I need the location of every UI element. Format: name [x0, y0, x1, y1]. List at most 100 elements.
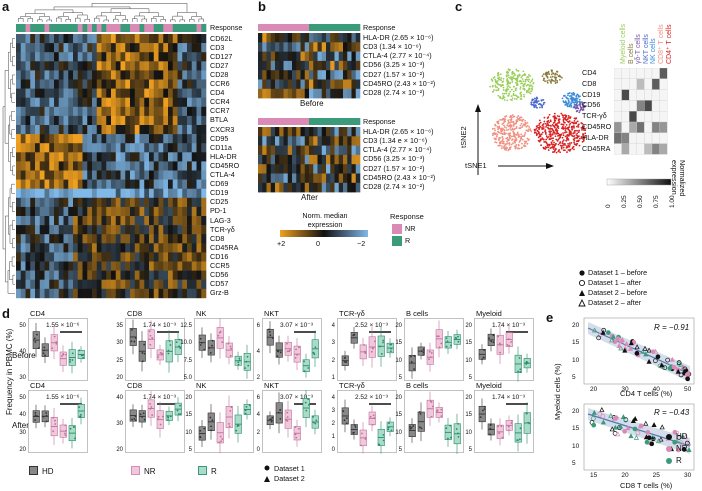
- e-point: [597, 411, 603, 417]
- c-tsne-point: [570, 104, 573, 107]
- a-heat-cell: [101, 234, 107, 244]
- e-point: [610, 333, 616, 339]
- d-point: [497, 425, 499, 428]
- d-point: [488, 337, 490, 340]
- a-heat-cell: [58, 106, 64, 117]
- a-heat-cell: [77, 261, 83, 271]
- d-point: [457, 340, 460, 343]
- b-heat-cell: [270, 60, 276, 71]
- b-response-cell: [300, 24, 306, 31]
- d-point: [78, 406, 81, 409]
- d-ytick: 30: [19, 375, 26, 381]
- a-heat-cell: [201, 188, 207, 199]
- c-tsne-point: [552, 79, 555, 82]
- a-heat-cell: [149, 170, 155, 180]
- c-tsne-point: [544, 133, 547, 135]
- b-heat-cell: [321, 173, 327, 184]
- d-ytick: 10: [465, 357, 472, 364]
- c-tsne-point: [560, 127, 563, 130]
- a-heat-cell: [49, 270, 55, 280]
- a-response-cell: [58, 24, 64, 32]
- a-heat-cell: [39, 216, 45, 226]
- b-heat-cell: [343, 145, 348, 156]
- a-dendro-branch: [110, 8, 150, 13]
- a-heat-cell: [63, 170, 69, 180]
- a-heat-cell: [25, 225, 31, 235]
- a-response-cell: [191, 24, 197, 32]
- a-row-label: CCR6: [210, 79, 230, 88]
- c-heat-cell: [651, 78, 660, 90]
- a-heat-cell: [58, 52, 64, 62]
- a-heat-cell: [20, 79, 26, 89]
- d-point: [151, 414, 154, 417]
- b-heat-cell: [262, 154, 267, 165]
- a-heat-cell: [191, 106, 197, 117]
- c-tsne-point: [540, 99, 543, 102]
- a-heat-cell: [182, 170, 188, 180]
- c-tsne-point: [539, 139, 542, 142]
- b-heat-cell: [317, 33, 323, 43]
- d-point: [272, 337, 274, 340]
- b-response-cell: [355, 118, 361, 125]
- b-heat-cell: [262, 173, 267, 184]
- d-ytick: 2: [256, 429, 260, 436]
- c-tsne-point: [565, 102, 568, 105]
- e-point: [649, 441, 655, 447]
- a-heat-cell: [82, 252, 88, 262]
- a-heat-cell: [196, 161, 202, 171]
- a-heat-cell: [54, 288, 60, 299]
- a-heat-cell: [125, 70, 131, 80]
- a-heat-cell: [144, 279, 150, 290]
- a-heat-cell: [39, 188, 45, 199]
- a-heat-cell: [30, 261, 36, 271]
- c-heat-cell: [659, 143, 668, 155]
- a-heat-cell: [68, 52, 74, 62]
- e-point: [600, 413, 606, 419]
- d-point: [314, 422, 317, 425]
- a-heat-cell: [172, 43, 178, 53]
- d-point: [157, 415, 160, 418]
- a-heat-cell: [16, 125, 22, 135]
- d-point: [296, 354, 299, 356]
- d-pvalue: 3.07 × 10⁻³: [280, 394, 313, 401]
- a-heat-cell: [35, 261, 41, 271]
- b-heat-cell: [355, 42, 361, 52]
- c-tsne-point: [543, 116, 546, 119]
- a-heat-cell: [25, 43, 31, 53]
- d-point: [457, 335, 459, 338]
- c-tsne-point: [553, 115, 556, 118]
- b-heat-cell: [283, 79, 289, 90]
- c-tsne-point: [527, 75, 529, 78]
- c-tsne-point: [575, 103, 578, 105]
- a-heat-cell: [120, 34, 126, 44]
- c-tsne-point: [496, 79, 499, 82]
- a-heat-cell: [168, 252, 174, 262]
- c-tsne-point: [520, 122, 523, 125]
- d-point: [294, 433, 297, 436]
- c-tsne-point: [516, 74, 519, 77]
- b-heat-cell: [326, 70, 331, 80]
- b-before-title: Before: [300, 99, 324, 108]
- a-heat-cell: [139, 234, 145, 244]
- d-point: [131, 328, 133, 331]
- d-dataset-2: Dataset 2: [274, 474, 305, 483]
- d-point: [134, 419, 137, 422]
- d-row-after: After: [12, 421, 29, 430]
- a-heat-cell: [201, 79, 207, 89]
- d-point: [151, 337, 154, 339]
- b-response-cell: [292, 118, 297, 125]
- a-heat-cell: [134, 216, 140, 226]
- a-heat-cell: [25, 270, 31, 280]
- a-heat-cell: [187, 52, 193, 62]
- a-heatmap: [16, 34, 207, 299]
- a-heat-cell: [44, 270, 50, 280]
- d-point: [379, 345, 381, 348]
- a-heat-cell: [54, 134, 60, 144]
- d-point: [345, 417, 348, 420]
- d-point: [303, 360, 306, 363]
- c-heat-cell: [651, 132, 660, 144]
- c-tsne-point: [525, 84, 528, 87]
- a-heat-cell: [16, 179, 22, 189]
- a-heat-cell: [63, 125, 69, 135]
- c-tsne-point: [509, 124, 512, 127]
